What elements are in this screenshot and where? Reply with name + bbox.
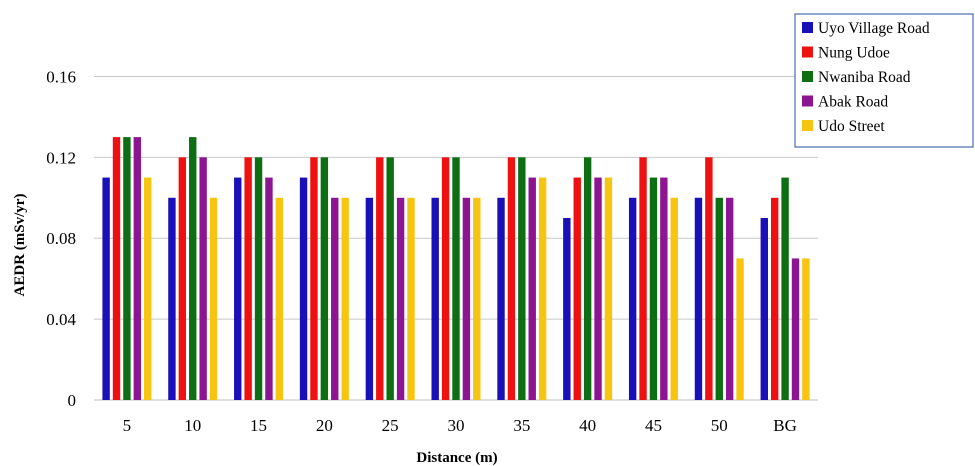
bar [670,197,678,400]
bar [791,258,800,400]
bar [254,157,263,400]
bar [628,197,637,400]
bar [320,157,329,400]
x-tick-label: 45 [645,416,662,435]
bar [144,177,152,400]
legend-entry: Nwaniba Road [818,69,911,86]
bar [604,177,613,400]
bar [715,197,723,400]
bar [563,218,571,400]
y-tick-label: 0.04 [46,310,76,329]
bar [518,157,526,400]
x-tick-label: 35 [513,416,530,435]
bar [386,157,394,400]
legend-entry: Abak Road [818,94,888,111]
bar [102,177,110,400]
bar [189,137,197,401]
legend-swatch [802,120,813,131]
bar [649,177,658,400]
bar [760,218,768,400]
y-tick-label: 0.08 [46,229,76,248]
bar [331,197,339,400]
bar [538,177,547,400]
bar [168,197,176,400]
bar [275,197,284,400]
legend-swatch [802,71,813,82]
bar [497,197,505,400]
bar [365,197,374,400]
legend-box [794,13,974,148]
legend-swatch [802,22,813,33]
bar [178,157,187,400]
bar [244,157,252,400]
bar [507,157,516,400]
bar [133,137,142,401]
bar [694,197,703,400]
x-tick-label: 20 [316,416,333,435]
legend-swatch [802,95,813,107]
bar [528,177,536,400]
x-tick-label: 40 [579,416,596,435]
x-tick-label: 30 [448,416,465,435]
y-tick-label: 0.12 [46,148,76,167]
x-tick-label: 10 [184,416,201,435]
bar [452,157,460,400]
bar [341,197,349,400]
bar [407,197,415,400]
bar [299,177,308,400]
y-tick-labels: 0 0.04 0.08 0.12 0.16 [46,67,76,410]
bar [660,177,668,400]
bar [781,177,789,400]
legend: Uyo Village Road Nung Udoe Nwaniba Road Aba… [794,13,974,148]
bar [736,258,744,400]
bar [473,197,481,400]
bars [102,137,810,401]
x-tick-label: 25 [382,416,399,435]
bar [639,157,647,400]
legend-swatch [802,46,813,58]
y-axis-title: AEDR (mSv/yr) [12,194,28,297]
bar [199,157,207,400]
bar [123,137,131,401]
bar [725,197,734,400]
bar [112,137,121,401]
y-tick-label: 0 [68,391,77,410]
legend-entry: Uyo Village Road [818,20,930,37]
x-axis-title: Distance (m) [416,450,497,466]
bar [705,157,713,400]
x-tick-label: 5 [123,416,132,435]
bar [209,197,218,400]
legend-entry: Nung Udoe [818,45,890,62]
x-tick-label: BG [773,416,797,435]
bar [396,197,405,400]
bar [573,177,581,400]
bar [310,157,318,400]
bar [770,197,779,400]
x-tick-label: 50 [711,416,728,435]
bar [431,197,439,400]
bar [376,157,384,400]
y-tick-label: 0.16 [46,67,76,86]
legend-entry: Udo Street [818,118,885,135]
bar [265,177,273,400]
x-tick-labels: 5 10 15 20 25 30 35 40 45 50 BG [123,416,797,435]
bar [802,258,810,400]
bar [594,177,602,400]
bar [583,157,592,400]
bar [234,177,242,400]
bar [441,157,450,400]
bar [462,197,471,400]
x-tick-label: 15 [250,416,267,435]
